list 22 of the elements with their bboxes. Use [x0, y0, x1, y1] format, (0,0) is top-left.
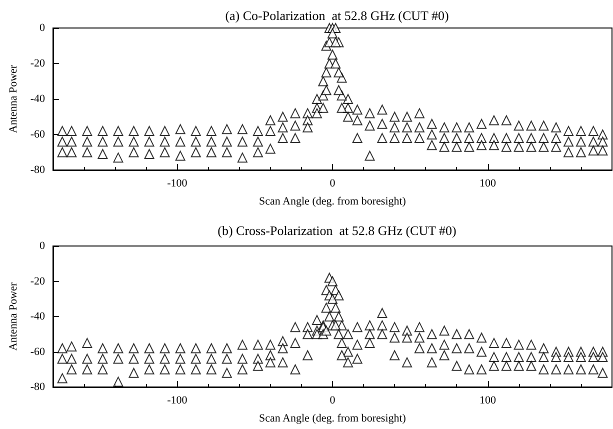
x-tick-label: 0 — [330, 394, 336, 406]
y-tick-label: -40 — [30, 310, 46, 322]
x-tick-label: -100 — [167, 178, 188, 190]
chart-title: (b) Cross-Polarization at 52.8 GHz (CUT #0) — [218, 223, 456, 238]
y-axis-title: Antenna Power — [8, 282, 20, 351]
y-tick-label: 0 — [40, 22, 46, 34]
y-axis-title: Antenna Power — [8, 64, 20, 134]
x-axis-title: Scan Angle (deg. from boresight) — [259, 196, 406, 208]
x-tick-label: 100 — [480, 178, 497, 190]
x-tick-label: -100 — [167, 394, 188, 406]
y-tick-label: -20 — [30, 275, 46, 288]
y-tick-label: -80 — [30, 381, 46, 393]
y-tick-label: -60 — [30, 346, 46, 358]
y-tick-label: -80 — [30, 164, 46, 176]
y-tick-label: -40 — [30, 93, 46, 105]
x-axis-title: Scan Angle (deg. from boresight) — [259, 412, 406, 424]
x-tick-label: 100 — [480, 394, 497, 406]
x-tick-label: 0 — [330, 178, 336, 190]
y-tick-label: 0 — [40, 240, 46, 252]
y-tick-label: -60 — [30, 128, 46, 140]
y-tick-label: -20 — [30, 58, 46, 70]
chart-title: (a) Co-Polarization at 52.8 GHz (CUT #0) — [225, 8, 449, 23]
